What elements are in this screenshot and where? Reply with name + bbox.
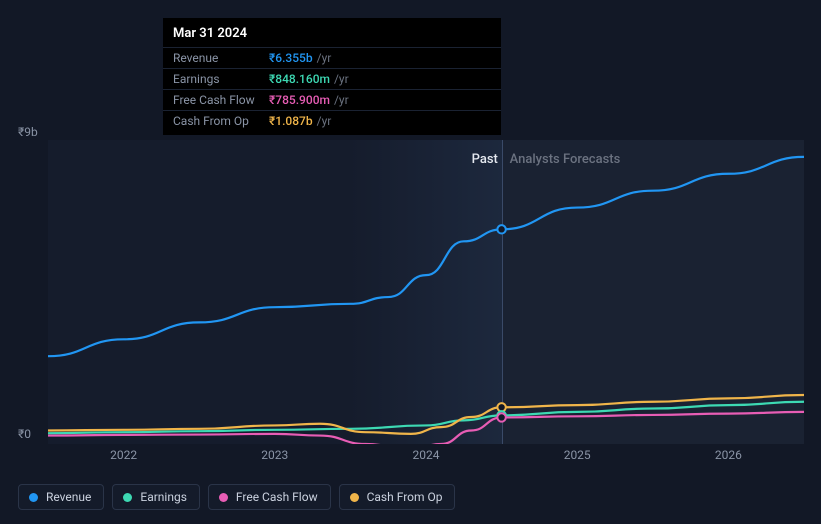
legend-swatch <box>123 493 132 502</box>
tooltip-row: Earnings₹848.160m/yr <box>163 68 501 89</box>
legend-label: Earnings <box>140 490 187 504</box>
legend-label: Revenue <box>46 490 91 504</box>
tooltip-row: Cash From Op₹1.087b/yr <box>163 110 501 131</box>
xaxis: 2022 2023 2024 2025 2026 <box>48 448 804 468</box>
legend-label: Free Cash Flow <box>236 490 318 504</box>
legend-item-revenue[interactable]: Revenue <box>18 484 104 510</box>
chart-tooltip: Mar 31 2024 Revenue₹6.355b/yrEarnings₹84… <box>163 18 501 135</box>
legend: Revenue Earnings Free Cash Flow Cash From O… <box>18 484 455 510</box>
series-revenue <box>48 157 804 356</box>
yaxis-tick-min: ₹0 <box>18 427 31 441</box>
tooltip-row-label: Cash From Op <box>173 114 269 128</box>
tooltip-row-value: ₹848.160m <box>269 72 330 86</box>
tooltip-row: Revenue₹6.355b/yr <box>163 47 501 68</box>
legend-item-fcf[interactable]: Free Cash Flow <box>208 484 331 510</box>
earnings-revenue-chart: Mar 31 2024 Revenue₹6.355b/yrEarnings₹84… <box>0 0 821 524</box>
legend-item-earnings[interactable]: Earnings <box>112 484 200 510</box>
tooltip-row: Free Cash Flow₹785.900m/yr <box>163 89 501 110</box>
tooltip-row-value: ₹1.087b <box>269 114 313 128</box>
plot-area[interactable]: Past Analysts Forecasts <box>48 140 804 444</box>
tooltip-row-value: ₹785.900m <box>269 93 330 107</box>
cursor-marker-revenue <box>497 225 505 233</box>
xaxis-tick: 2023 <box>261 448 288 462</box>
tooltip-date: Mar 31 2024 <box>163 24 501 47</box>
tooltip-row-unit: /yr <box>334 72 349 86</box>
tooltip-row-unit: /yr <box>317 51 332 65</box>
series-fcf <box>48 412 804 444</box>
xaxis-tick: 2024 <box>413 448 440 462</box>
cursor-marker-fcf <box>497 413 505 421</box>
tooltip-row-label: Revenue <box>173 51 269 65</box>
tooltip-row-value: ₹6.355b <box>269 51 313 65</box>
tooltip-row-label: Earnings <box>173 72 269 86</box>
xaxis-tick: 2026 <box>715 448 742 462</box>
legend-item-cfo[interactable]: Cash From Op <box>339 484 456 510</box>
series-svg <box>48 140 804 444</box>
xaxis-tick: 2022 <box>110 448 137 462</box>
legend-label: Cash From Op <box>367 490 443 504</box>
legend-swatch <box>350 493 359 502</box>
tooltip-row-unit: /yr <box>317 114 332 128</box>
legend-swatch <box>219 493 228 502</box>
yaxis-tick-max: ₹9b <box>18 125 38 139</box>
tooltip-row-label: Free Cash Flow <box>173 93 269 107</box>
xaxis-tick: 2025 <box>564 448 591 462</box>
legend-swatch <box>29 493 38 502</box>
tooltip-row-unit: /yr <box>334 93 349 107</box>
